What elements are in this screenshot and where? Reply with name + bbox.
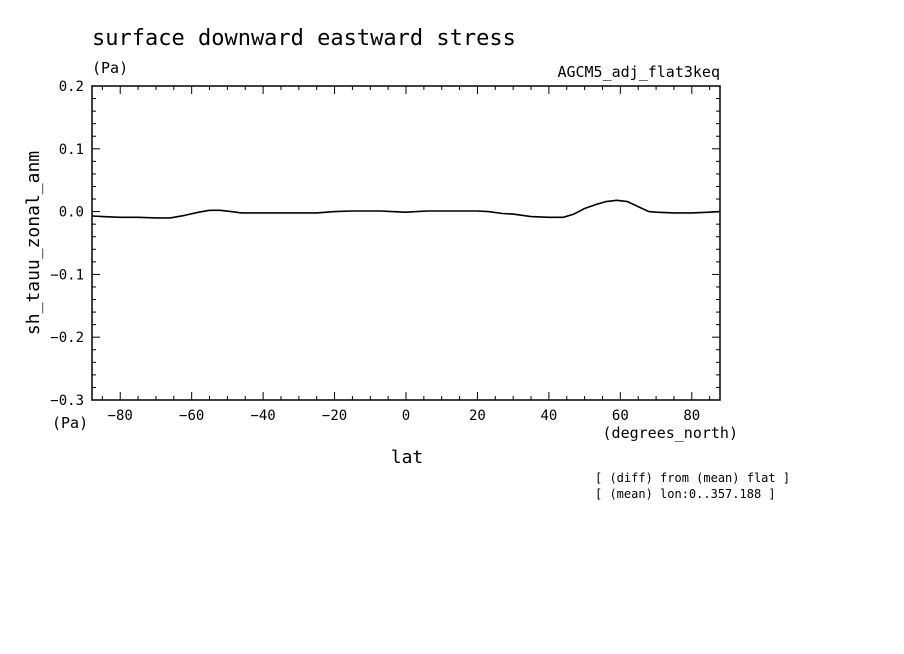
note-mean: [ (mean) lon:0..357.188 ] <box>595 487 776 501</box>
y-ticks: 0.2 0.1 0.0 −0.1 −0.2 −0.3 <box>50 79 720 409</box>
plot-area: −80 −60 −40 −20 0 20 40 60 80 0.2 0.1 0.0 −0.1 −0.2 −… <box>50 79 721 424</box>
x-tick-label: 60 <box>612 408 629 424</box>
note-diff: [ (diff) from (mean) flat ] <box>595 471 790 485</box>
x-tick-label: 20 <box>469 408 486 424</box>
units-top: (Pa) <box>92 59 128 77</box>
y-tick-label: −0.1 <box>50 267 84 283</box>
dataset-label: AGCM5_adj_flat3keq <box>557 63 720 81</box>
x-ticks: −80 −60 −40 −20 0 20 40 60 80 <box>108 86 700 424</box>
x-tick-label: 40 <box>540 408 557 424</box>
y-tick-label: −0.2 <box>50 330 84 346</box>
plot-frame <box>91 85 721 401</box>
x-tick-label: −20 <box>322 408 347 424</box>
x-axis-units: (degrees_north) <box>603 424 738 442</box>
x-tick-label: −40 <box>250 408 275 424</box>
x-tick-label: 80 <box>683 408 700 424</box>
x-tick-label: −80 <box>108 408 133 424</box>
y-axis-label: sh_tauu_zonal_anm <box>23 151 44 335</box>
chart-title: surface downward eastward stress <box>92 26 516 51</box>
x-axis-label: lat <box>391 447 424 468</box>
minor-ticks <box>92 86 720 400</box>
y-tick-label: 0.2 <box>59 79 84 95</box>
x-tick-label: 0 <box>402 408 410 424</box>
y-tick-label: −0.3 <box>50 393 84 409</box>
y-tick-label: 0.1 <box>59 142 84 158</box>
units-left: (Pa) <box>52 414 88 432</box>
x-tick-label: −60 <box>179 408 204 424</box>
y-tick-label: 0.0 <box>59 205 84 221</box>
series-line <box>91 199 721 219</box>
series-layer <box>91 199 721 219</box>
